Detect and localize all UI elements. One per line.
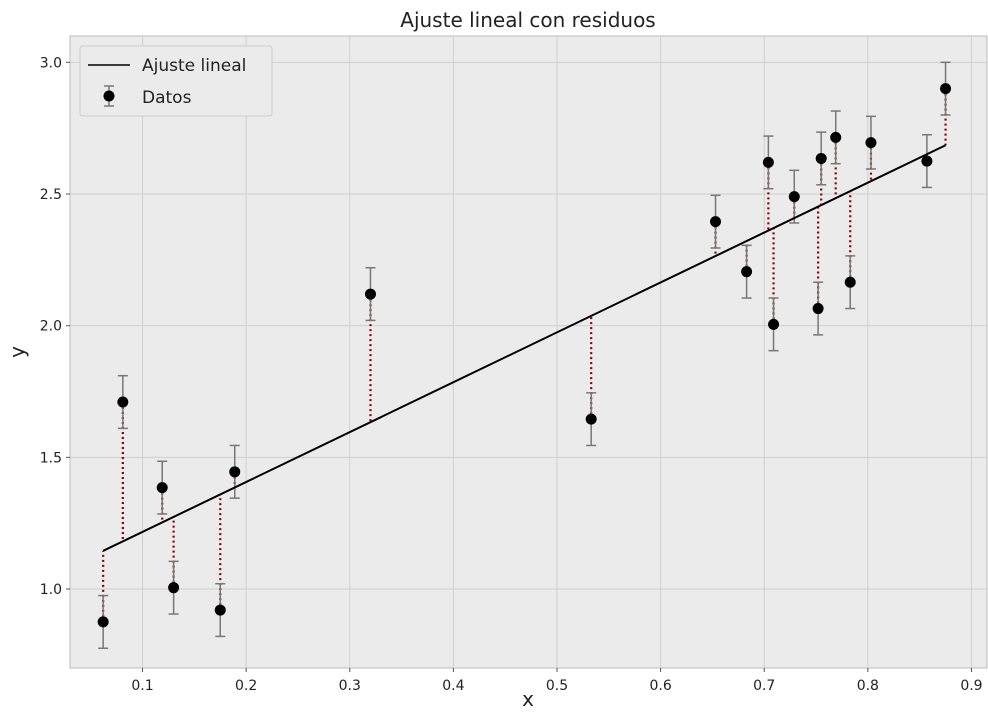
data-points [97,83,952,628]
legend-box [79,45,273,117]
legend-points-label: Datos [142,88,192,108]
data-point [741,266,753,278]
y-tick-label: 1.0 [40,582,62,598]
data-point [229,466,241,478]
data-point [788,191,800,203]
x-axis-label: x [522,687,534,711]
data-point [117,396,129,408]
x-tick-label: 0.7 [753,678,775,694]
legend: Ajuste lineal Datos [79,45,273,117]
data-point [585,413,597,425]
x-tick-label: 0.4 [442,678,464,694]
chart-title: Ajuste lineal con residuos [400,8,655,32]
x-tick-label: 0.6 [649,678,671,694]
plot-area [69,35,988,669]
data-point [940,83,952,95]
x-tick-label: 0.1 [131,678,153,694]
data-point [97,616,109,628]
data-point [768,318,780,330]
data-point [865,137,877,149]
y-tick-label: 3.0 [40,55,62,71]
x-tick-label: 0.3 [339,678,361,694]
data-point [762,156,774,168]
x-tick-label: 0.9 [960,678,982,694]
legend-fit-line-label: Ajuste lineal [142,56,246,76]
x-axis-ticks: 0.1 0.2 0.3 0.4 0.5 0.6 0.7 0.8 0.9 [131,668,983,694]
x-tick-label: 0.8 [857,678,879,694]
fit-line [102,144,946,552]
data-point [156,482,168,494]
y-tick-label: 2.0 [40,319,62,335]
data-point [830,131,842,143]
data-point [364,288,376,300]
fit-line-layer [102,144,946,552]
data-point [710,216,722,228]
x-tick-label: 0.2 [235,678,257,694]
legend-point-marker [103,90,115,102]
y-tick-label: 2.5 [40,187,62,203]
x-tick-label: 0.5 [546,678,568,694]
y-tick-label: 1.5 [40,450,62,466]
data-point [214,604,226,616]
data-point [921,155,933,167]
data-point [844,276,856,288]
data-point [812,303,824,315]
grid [70,36,987,668]
y-axis-ticks: 1.0 1.5 2.0 2.5 3.0 [40,55,70,598]
data-point [815,152,827,164]
data-point [168,582,180,594]
y-axis-label: y [5,346,29,358]
